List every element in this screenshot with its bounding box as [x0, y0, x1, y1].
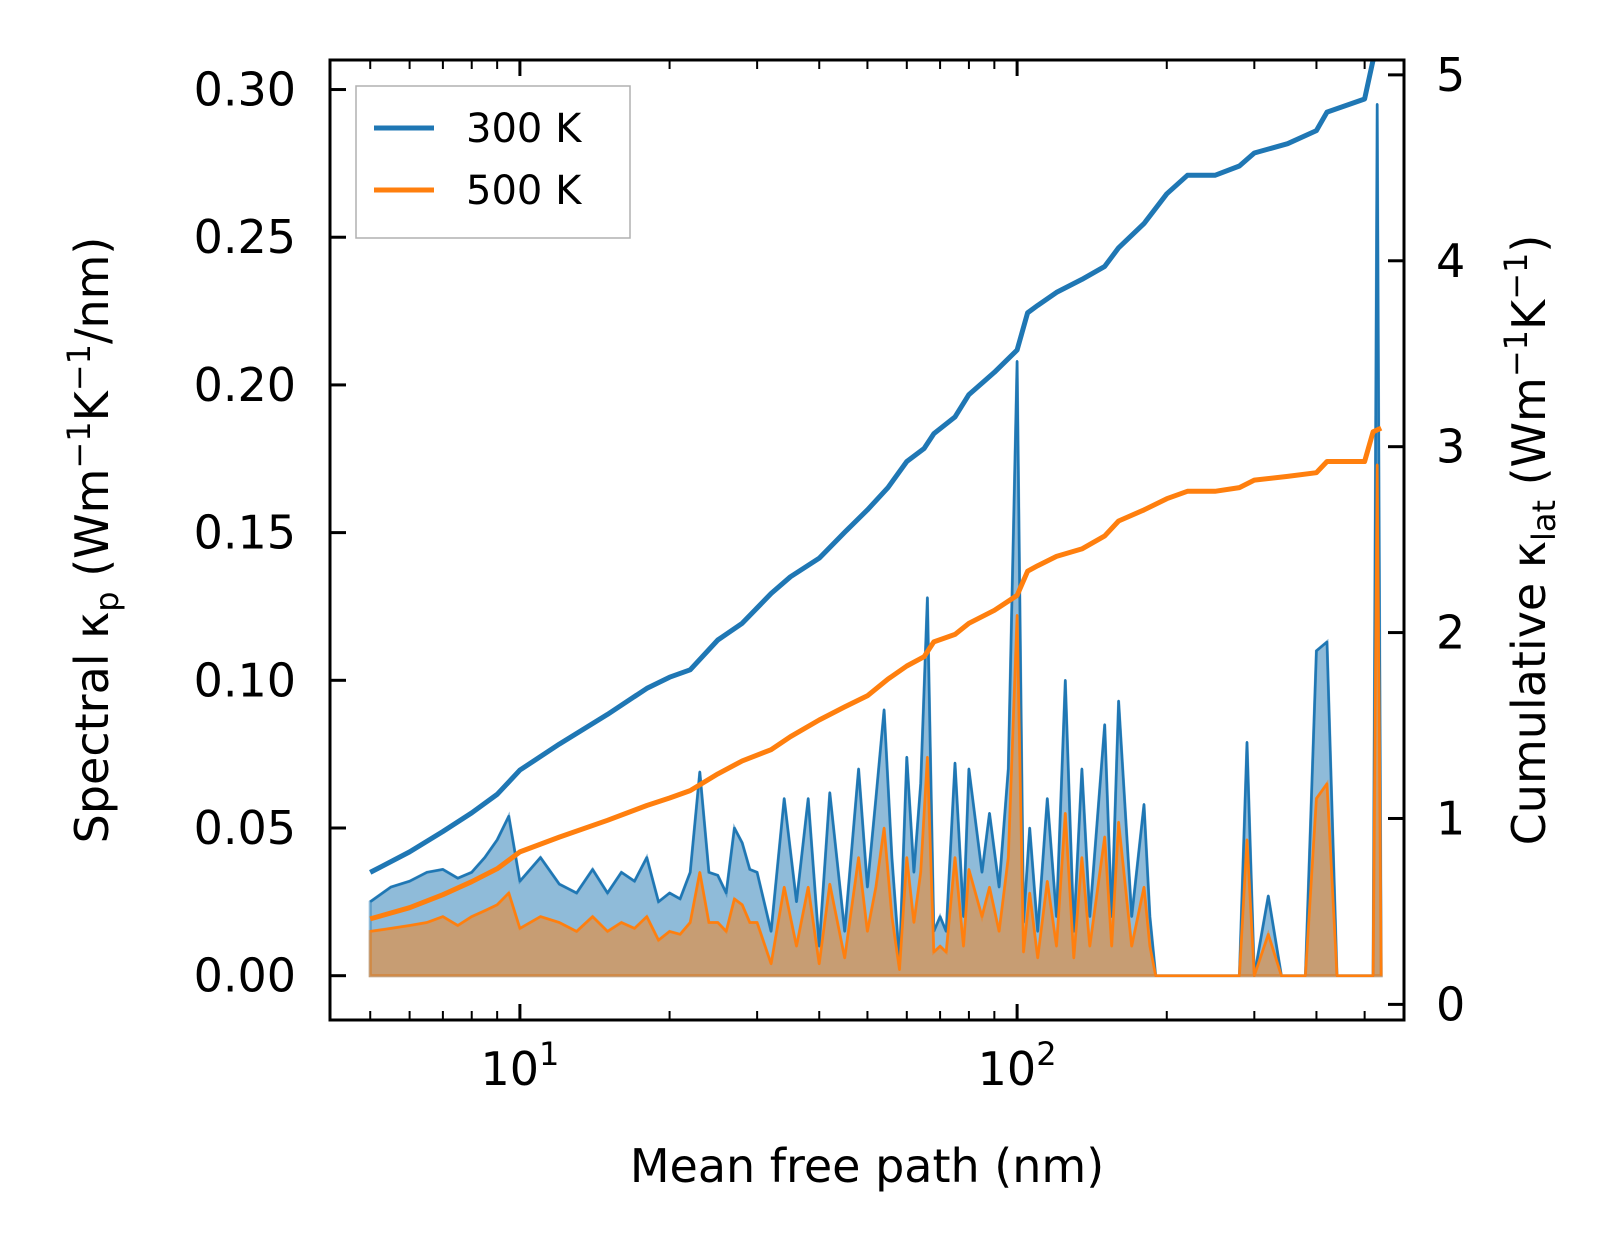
y-right-tick-label: 4	[1436, 234, 1465, 288]
chart-lines	[369, 60, 1383, 922]
x-axis-label: Mean free path (nm)	[630, 1139, 1104, 1193]
x-tick-label: 101	[480, 1035, 559, 1096]
tick-labels: 101 102 0.00 0.05 0.10 0.15 0.20 0.25 0.30 0 1 2 3 4 5	[194, 48, 1466, 1096]
cumulative-line-300k	[369, 60, 1380, 875]
legend-label-300k: 300 K	[466, 106, 583, 152]
y-left-tick-label: 0.25	[194, 210, 296, 264]
y-left-tick-label: 0.00	[194, 949, 296, 1003]
cumulative-line-500k	[369, 425, 1383, 922]
y-left-tick-label: 0.05	[194, 801, 296, 855]
plot-frame	[328, 58, 1406, 1022]
y-left-axis-label: Spectral κp (Wm−1K−1/nm)	[60, 237, 126, 844]
y-right-tick-label: 5	[1436, 48, 1465, 102]
spectral-fills	[368, 103, 1383, 978]
y-right-tick-label: 2	[1436, 606, 1465, 660]
spectral-line-500k	[370, 463, 1383, 977]
legend: 300 K 500 K	[355, 85, 631, 239]
x-tick-label: 102	[978, 1035, 1057, 1096]
y-right-tick-label: 0	[1436, 977, 1465, 1031]
y-left-tick-label: 0.15	[194, 506, 296, 560]
y-left-tick-label: 0.30	[194, 63, 296, 117]
y-left-tick-label: 0.20	[194, 358, 296, 412]
y-right-tick-label: 3	[1436, 420, 1465, 474]
y-right-tick-label: 1	[1436, 791, 1465, 845]
y-right-axis-label: Cumulative κlat (Wm−1K−1)	[1497, 235, 1563, 846]
legend-label-500k: 500 K	[466, 168, 583, 214]
y-left-tick-label: 0.10	[194, 653, 296, 707]
legend-box	[355, 85, 631, 239]
